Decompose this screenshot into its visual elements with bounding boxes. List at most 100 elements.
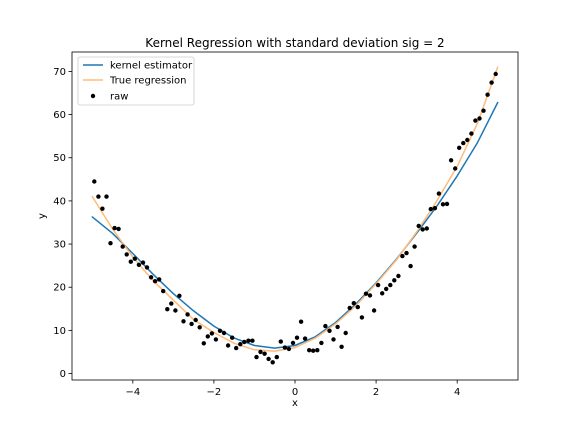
data-point-raw xyxy=(489,80,494,85)
data-point-raw xyxy=(363,291,369,296)
data-point-raw xyxy=(213,337,219,342)
data-point-raw xyxy=(177,293,182,298)
y-tick-label: 0 xyxy=(60,369,66,380)
data-point-raw xyxy=(254,354,259,360)
data-point-raw xyxy=(124,252,129,257)
data-point-raw xyxy=(242,339,247,345)
y-tick-label: 70 xyxy=(53,67,66,78)
data-point-raw xyxy=(307,348,312,353)
data-point-raw xyxy=(440,202,446,207)
x-axis-label: x xyxy=(292,398,298,409)
x-tick-label: 4 xyxy=(454,387,460,398)
data-point-raw xyxy=(420,227,425,232)
data-point-raw xyxy=(108,241,113,246)
legend-label-raw: raw xyxy=(110,92,128,103)
x-tick-label: 2 xyxy=(373,387,379,398)
data-point-raw xyxy=(448,158,454,163)
data-point-raw xyxy=(246,338,251,343)
data-point-raw xyxy=(469,131,474,136)
data-point-raw xyxy=(351,301,356,306)
data-point-raw xyxy=(424,226,429,231)
data-point-raw xyxy=(152,279,158,284)
data-point-raw xyxy=(201,341,206,346)
data-point-raw xyxy=(234,345,239,351)
data-point-raw xyxy=(100,206,105,211)
data-point-raw xyxy=(290,340,296,346)
y-tick-label: 20 xyxy=(53,283,66,294)
data-point-raw xyxy=(230,335,235,340)
data-point-raw xyxy=(359,315,365,320)
legend-label-true-regression: True regression xyxy=(109,76,187,87)
data-point-raw xyxy=(465,137,470,143)
data-point-raw xyxy=(169,301,174,306)
data-point-raw xyxy=(92,179,97,184)
data-point-raw xyxy=(375,282,381,288)
data-point-raw xyxy=(274,354,279,360)
data-point-raw xyxy=(278,339,283,344)
data-point-raw xyxy=(266,356,271,362)
data-point-raw xyxy=(444,201,450,207)
data-point-raw xyxy=(189,321,194,327)
data-point-raw xyxy=(355,304,360,310)
data-point-raw xyxy=(270,360,275,365)
series-line-kernel-estimator xyxy=(91,101,499,349)
data-point-raw xyxy=(400,253,405,259)
data-point-raw xyxy=(367,293,373,298)
data-point-raw xyxy=(217,328,223,333)
data-point-raw xyxy=(205,334,210,339)
data-point-raw xyxy=(132,256,137,261)
data-point-raw xyxy=(209,331,215,336)
data-point-raw xyxy=(136,262,142,267)
data-point-raw xyxy=(432,206,438,211)
data-point-raw xyxy=(493,71,498,77)
data-point-raw xyxy=(319,340,324,346)
data-point-raw xyxy=(392,278,397,283)
data-point-raw xyxy=(339,344,344,349)
data-point-raw xyxy=(144,265,150,270)
data-point-raw xyxy=(96,194,101,199)
y-tick-label: 40 xyxy=(53,196,66,207)
data-point-raw xyxy=(298,319,304,324)
data-point-raw xyxy=(323,323,328,329)
data-point-raw xyxy=(262,351,267,356)
y-tick-label: 30 xyxy=(53,240,66,251)
data-point-raw xyxy=(477,116,482,121)
series-line-true-regression xyxy=(91,66,499,352)
data-point-raw xyxy=(404,250,409,256)
data-point-raw xyxy=(428,206,433,212)
chart-title: Kernel Regression with standard deviatio… xyxy=(145,36,444,50)
data-point-raw xyxy=(416,223,421,229)
data-point-raw xyxy=(250,338,255,343)
data-point-raw xyxy=(128,259,133,264)
x-tick-label: −2 xyxy=(207,387,222,398)
y-tick-label: 60 xyxy=(53,110,66,121)
data-point-raw xyxy=(327,328,332,333)
legend-box xyxy=(77,56,195,106)
data-point-raw xyxy=(380,291,385,296)
x-tick-label: −4 xyxy=(125,387,140,398)
y-tick-label: 10 xyxy=(53,326,66,337)
legend-swatch-raw xyxy=(90,93,96,99)
data-point-raw xyxy=(457,145,462,150)
y-axis: 0 10 20 30 40 50 60 70 xyxy=(53,67,72,380)
data-point-raw xyxy=(473,118,478,123)
data-point-raw xyxy=(238,342,243,347)
data-point-raw xyxy=(165,307,170,312)
data-point-raw xyxy=(388,282,393,288)
x-axis: −4 −2 0 2 4 xyxy=(125,380,460,398)
data-point-raw xyxy=(408,263,413,269)
data-point-raw xyxy=(286,346,292,352)
data-point-raw xyxy=(116,226,121,232)
y-tick-label: 50 xyxy=(53,153,66,164)
data-point-raw xyxy=(173,308,178,313)
data-point-raw xyxy=(225,343,231,348)
x-tick-label: 0 xyxy=(292,387,298,398)
data-point-raw xyxy=(185,312,190,317)
series-layer xyxy=(91,66,499,365)
data-point-raw xyxy=(157,277,162,282)
data-point-raw xyxy=(481,108,486,113)
data-point-raw xyxy=(193,317,198,323)
data-point-raw xyxy=(311,348,316,353)
data-point-raw xyxy=(371,308,377,313)
data-point-raw xyxy=(140,260,146,265)
